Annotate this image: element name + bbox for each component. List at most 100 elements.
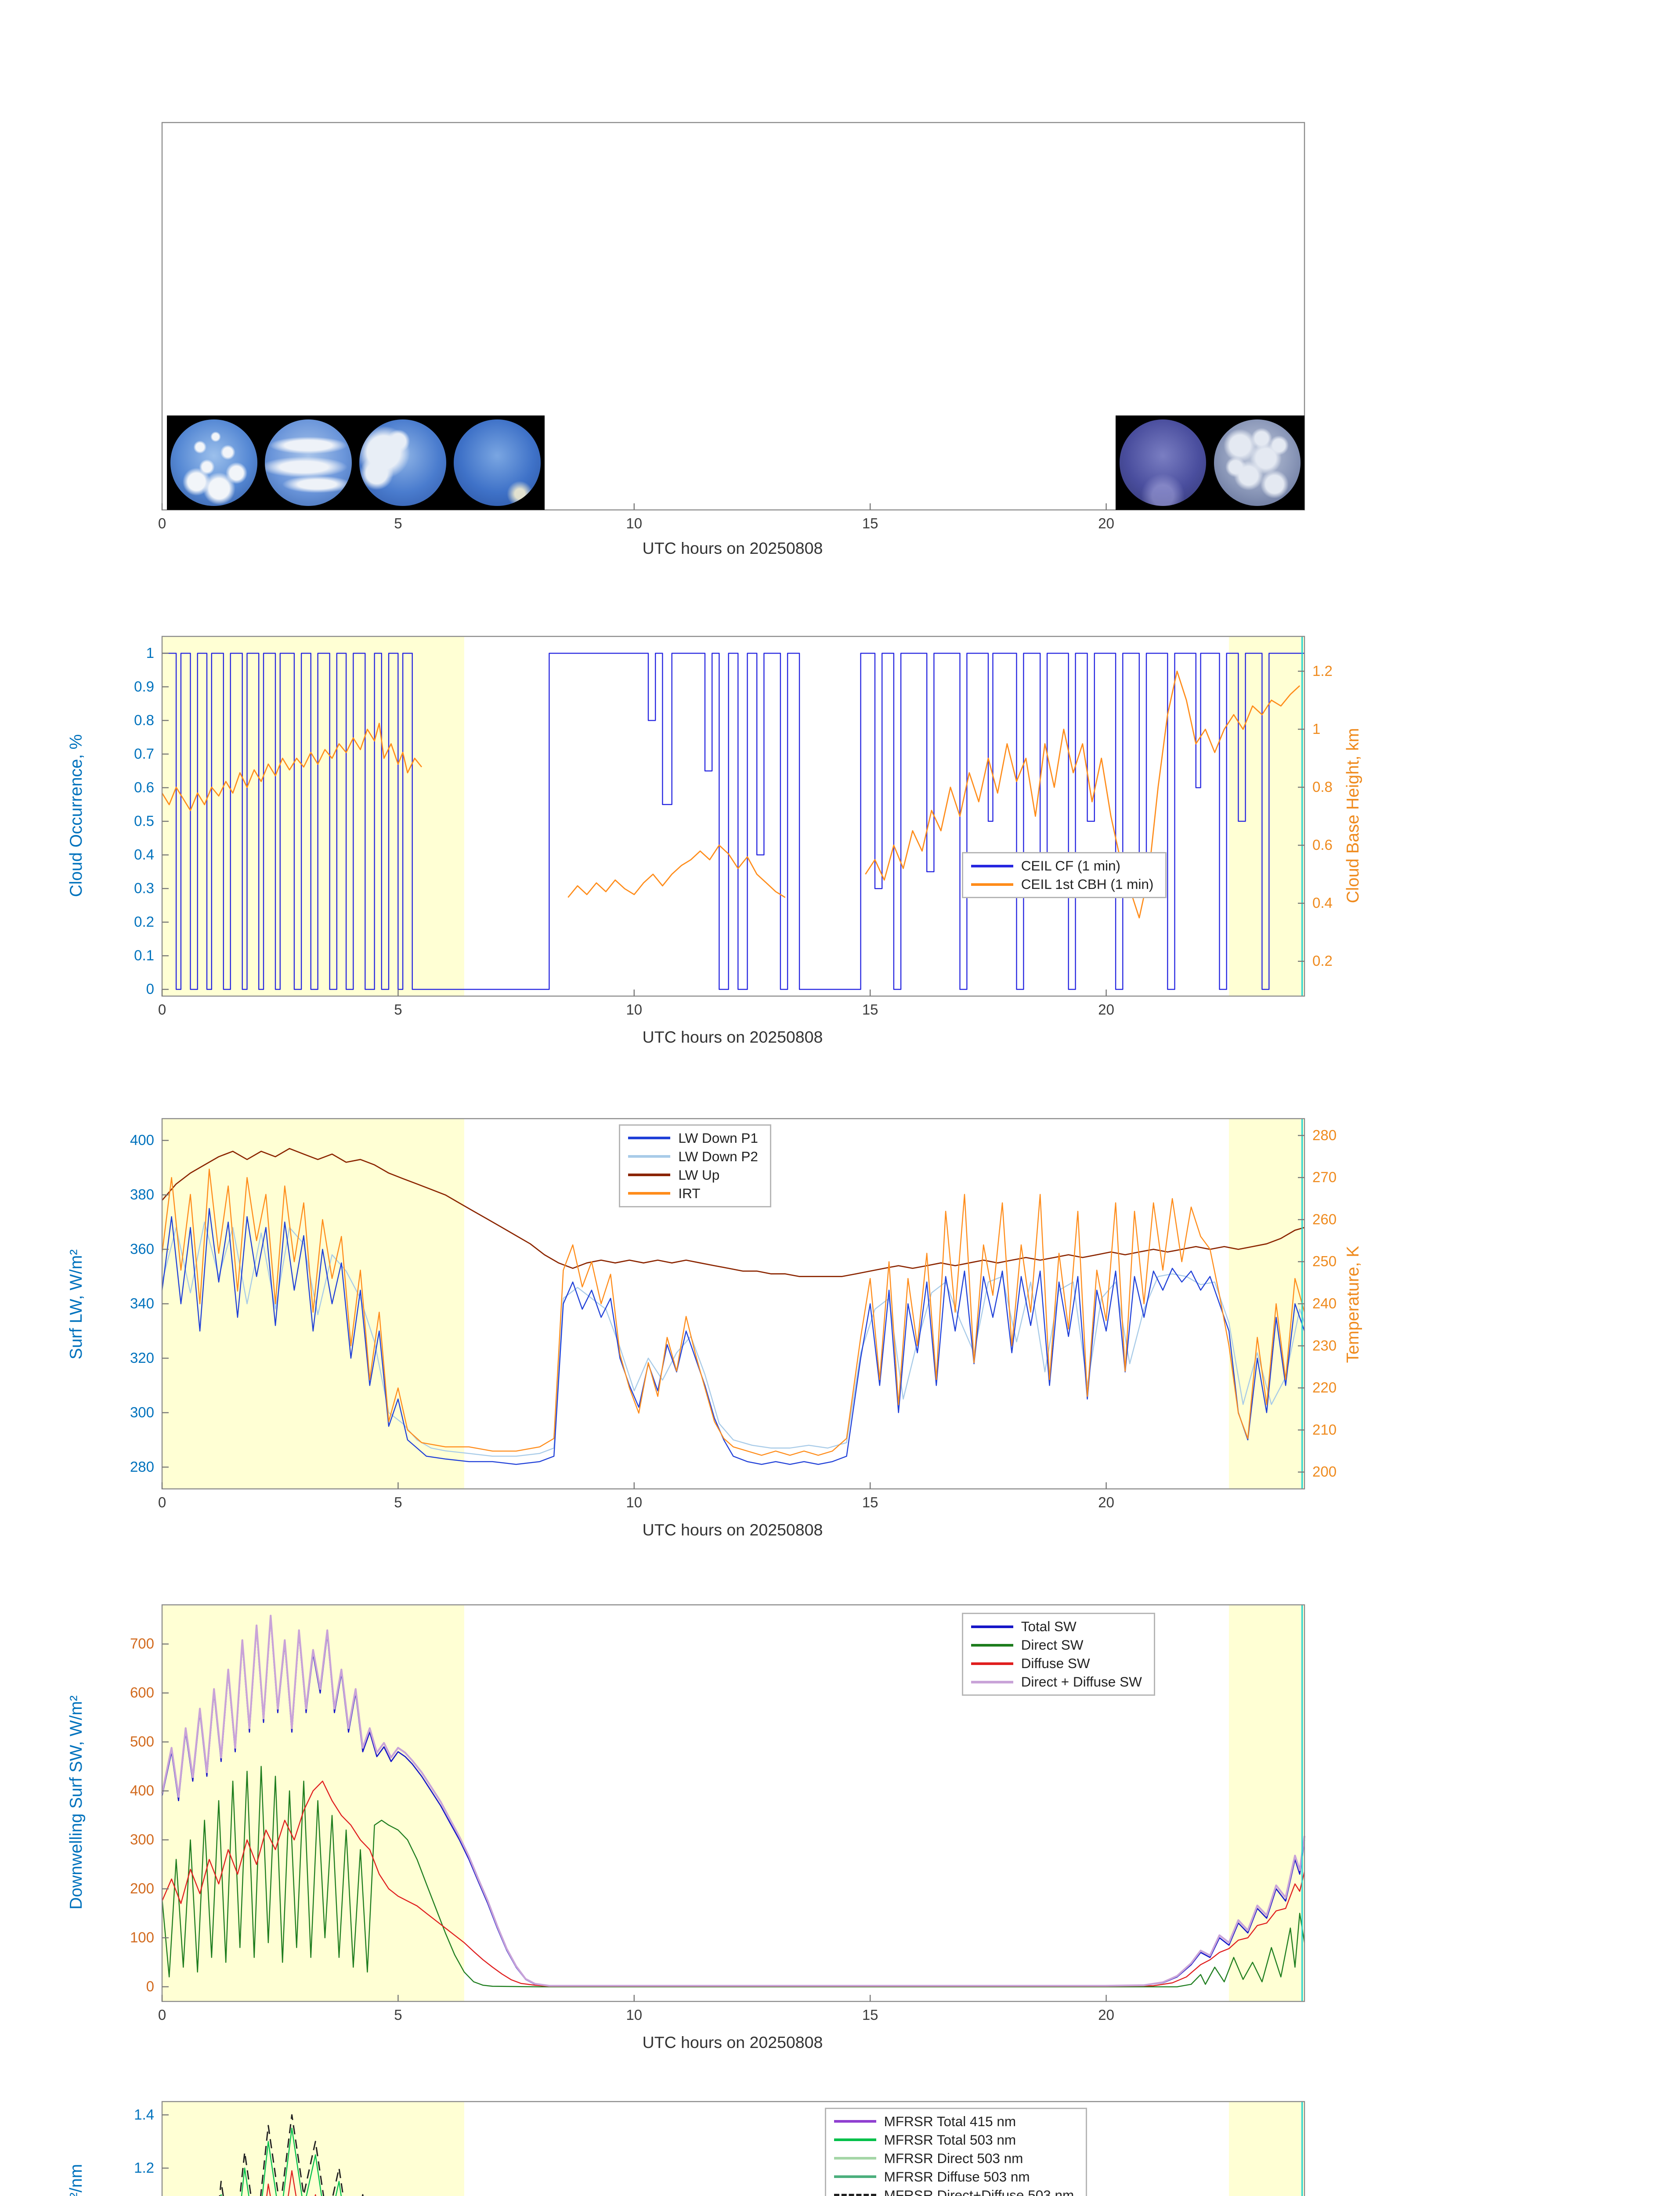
legend-line-sample xyxy=(971,883,1013,886)
y-tick-label: 300 xyxy=(130,1404,154,1420)
legend-line-sample xyxy=(834,2157,876,2160)
legend-line-sample xyxy=(834,2194,876,2196)
y-tick-label: 700 xyxy=(130,1636,154,1652)
y-tick-right-label: 260 xyxy=(1312,1211,1337,1227)
y-tick-label: 340 xyxy=(130,1295,154,1311)
x-tick-label: 15 xyxy=(862,515,878,531)
legend-label: LW Down P2 xyxy=(678,1148,758,1164)
y-tick-label: 600 xyxy=(130,1684,154,1701)
legend-entry: Diffuse SW xyxy=(971,1655,1142,1672)
x-tick-label: 5 xyxy=(394,1494,402,1510)
y-tick-label: 400 xyxy=(130,1132,154,1148)
x-tick-label: 15 xyxy=(862,2007,878,2023)
legend-line-sample xyxy=(971,1662,1013,1665)
legend-entry: MFRSR Direct+Diffuse 503 nm xyxy=(834,2187,1074,2196)
daylight-band xyxy=(1229,2102,1304,2196)
y-tick-label: 0.7 xyxy=(134,745,154,762)
y-tick-label: 0.5 xyxy=(134,813,154,829)
y-tick-label: 0 xyxy=(146,981,154,997)
series-lw-down-p1 xyxy=(161,1208,1305,1465)
daylight-band xyxy=(162,1605,464,2001)
y-tick-right-label: 0.8 xyxy=(1312,779,1333,795)
sky-image-1 xyxy=(166,415,261,510)
y-tick-right-label: 270 xyxy=(1312,1169,1337,1185)
legend-label: Total SW xyxy=(1021,1618,1077,1635)
series-direct-plus-diffuse-sw xyxy=(161,1614,1306,1987)
daylight-band xyxy=(1229,1119,1304,1489)
y-tick-label: 100 xyxy=(130,1929,154,1946)
x-tick-label: 20 xyxy=(1098,1001,1114,1018)
y-tick-label: 500 xyxy=(130,1734,154,1750)
legend-label: CEIL CF (1 min) xyxy=(1021,858,1121,874)
x-tick-label: 0 xyxy=(158,2007,166,2023)
y-tick-right-label: 200 xyxy=(1312,1463,1337,1480)
legend-line-sample xyxy=(971,864,1013,867)
legend-label: MFRSR Direct 503 nm xyxy=(884,2150,1023,2166)
y-tick-right-label: 230 xyxy=(1312,1337,1337,1354)
series-mfrsr-total-503 xyxy=(220,2127,342,2196)
axes-box xyxy=(161,2101,1305,2196)
legend: LW Down P1 LW Down P2 LW Up IRT xyxy=(619,1124,771,1207)
x-tick-label: 10 xyxy=(626,1494,642,1510)
y-tick-label: 280 xyxy=(130,1459,154,1475)
y-tick-label: 0.8 xyxy=(134,712,154,728)
sky-image-3 xyxy=(355,415,450,510)
lw-panel-xlabel: UTC hours on 20250808 xyxy=(642,1521,823,1539)
x-tick-label: 20 xyxy=(1098,2007,1114,2023)
legend: MFRSR Total 415 nm MFRSR Total 503 nm MFRS… xyxy=(824,2107,1087,2196)
x-tick-label: 10 xyxy=(626,2007,642,2023)
sky-panel-xlabel: UTC hours on 20250808 xyxy=(642,539,823,557)
x-tick-label: 0 xyxy=(158,515,166,531)
legend-line-sample xyxy=(971,1680,1013,1683)
y-tick-label: 0.1 xyxy=(134,947,154,964)
legend-line-sample xyxy=(971,1643,1013,1647)
y-tick-right-label: 280 xyxy=(1312,1127,1337,1143)
y-tick-label: 1 xyxy=(146,645,154,661)
legend-line-sample xyxy=(971,1625,1013,1628)
legend-line-sample xyxy=(628,1137,671,1140)
series-direct-sw xyxy=(161,1766,1305,1987)
y-tick-label: 1.2 xyxy=(134,2160,154,2176)
series-ceil-cf xyxy=(162,653,1304,990)
legend-label: LW Up xyxy=(678,1167,720,1183)
legend-label: MFRSR Total 503 nm xyxy=(884,2131,1016,2148)
legend-label: Direct SW xyxy=(1021,1637,1084,1653)
daylight-band xyxy=(1229,636,1304,996)
legend-line-sample xyxy=(628,1155,671,1158)
y-tick-label: 0.6 xyxy=(134,779,154,795)
y-tick-right-label: 1.2 xyxy=(1312,663,1333,679)
legend-line-sample xyxy=(834,2175,876,2178)
y-tick-right-label: 240 xyxy=(1312,1295,1337,1311)
fisheye-sky-photo xyxy=(1214,419,1301,506)
series-ceil-cbh xyxy=(161,670,1301,919)
x-tick-label: 5 xyxy=(394,2007,402,2023)
legend-label: Direct + Diffuse SW xyxy=(1021,1674,1142,1690)
legend-label: IRT xyxy=(678,1185,701,1201)
legend-entry: LW Up xyxy=(628,1167,758,1184)
axes-box xyxy=(161,636,1305,997)
y-tick-label: 400 xyxy=(130,1782,154,1799)
y-tick-label: 360 xyxy=(130,1241,154,1257)
legend: Total SW Direct SW Diffuse SW Direct + Diff… xyxy=(961,1613,1155,1696)
y-tick-right-label: 0.4 xyxy=(1312,895,1333,911)
axes-box xyxy=(161,122,1305,511)
x-tick-label: 5 xyxy=(394,1001,402,1018)
sky-image-5 xyxy=(1116,415,1210,510)
legend-line-sample xyxy=(834,2120,876,2123)
x-tick-label: 15 xyxy=(862,1001,878,1018)
x-tick-label: 0 xyxy=(158,1001,166,1018)
y-tick-label: 0 xyxy=(146,1978,154,1994)
legend-label: LW Down P1 xyxy=(678,1130,758,1146)
daylight-band xyxy=(162,1119,464,1489)
y-tick-right-label: 250 xyxy=(1312,1253,1337,1269)
legend-entry: LW Down P2 xyxy=(628,1148,758,1165)
x-tick-label: 15 xyxy=(862,1494,878,1510)
legend-entry: MFRSR Total 415 nm xyxy=(834,2113,1074,2130)
x-tick-label: 0 xyxy=(158,1494,166,1510)
series-mfrsr-direct-plus-diffuse-503 xyxy=(219,2114,364,2196)
